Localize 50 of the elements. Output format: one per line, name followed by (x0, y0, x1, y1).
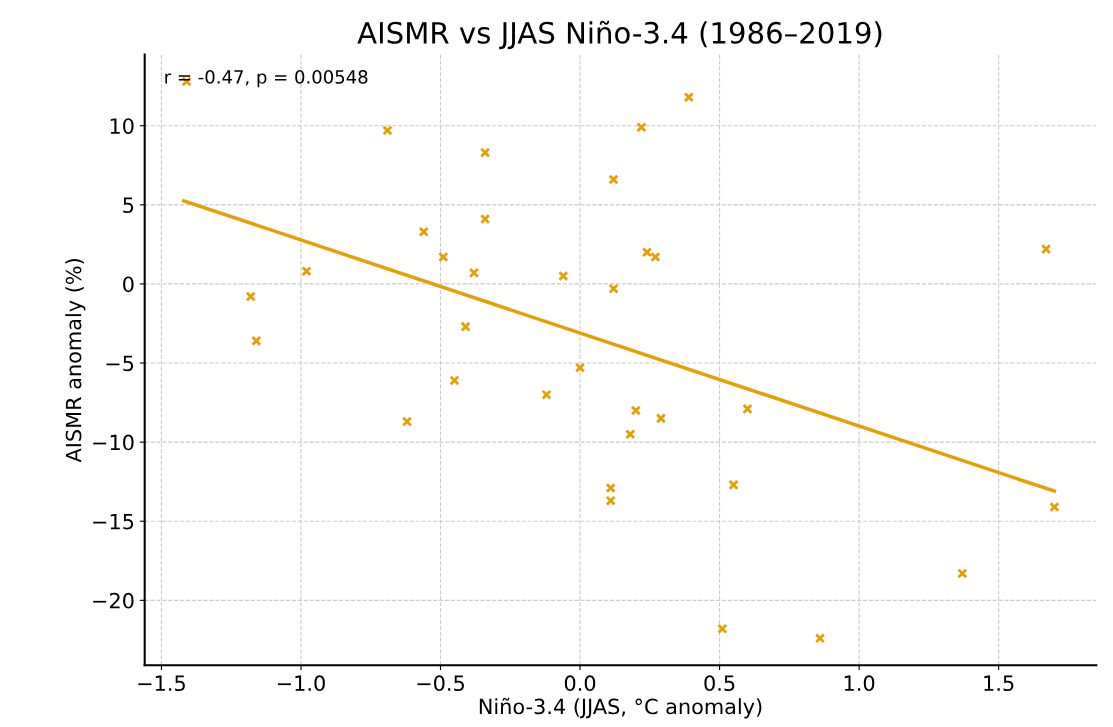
point (605, 495, 616, 506)
point (1049, 501, 1060, 513)
x-tick-label: 0.5 (704, 675, 735, 692)
point (438, 251, 449, 263)
point (717, 623, 728, 635)
point (401, 416, 413, 427)
x-tick-label: 1.0 (844, 675, 875, 692)
x-axis-title: Niño-3.4 (JJAS, °C anomaly) (479, 697, 762, 719)
x-tick-label: 0.0 (564, 675, 596, 692)
point (541, 389, 552, 400)
point (1040, 243, 1052, 255)
point (605, 482, 616, 494)
y-tick-label: −20 (93, 592, 134, 609)
point (957, 568, 968, 579)
point (630, 405, 642, 416)
point (558, 270, 569, 282)
y-tick-label: −10 (93, 434, 134, 451)
point (479, 147, 491, 158)
point (728, 479, 739, 491)
point (655, 413, 667, 424)
point (468, 267, 480, 279)
point (608, 283, 619, 294)
y-tick-label: 10 (110, 118, 134, 134)
y-tick-label: 5 (123, 197, 134, 214)
point (814, 633, 826, 644)
point (650, 251, 661, 263)
point (382, 125, 393, 136)
point (301, 266, 312, 277)
point (742, 403, 753, 415)
point (418, 226, 429, 237)
point (460, 321, 471, 332)
point (479, 213, 491, 225)
point (636, 122, 647, 133)
y-tick-label: −5 (106, 355, 134, 372)
point (245, 291, 256, 302)
point (449, 375, 460, 386)
y-tick-label: 0 (123, 276, 134, 293)
x-tick-label: −1.0 (277, 675, 325, 692)
x-tick-label: −0.5 (417, 675, 464, 692)
point (641, 247, 653, 258)
point (608, 174, 619, 185)
point (251, 335, 262, 347)
point (625, 429, 636, 440)
y-tick-label: −15 (93, 513, 134, 530)
chart-title: AISMR vs JJAS Niño-3.4 (1986–2019) (357, 20, 882, 50)
x-tick-label: 1.5 (984, 675, 1014, 692)
point (683, 92, 695, 103)
x-tick-label: −1.5 (138, 675, 185, 692)
point (574, 362, 586, 373)
y-axis-title: AISMR anomaly (%) (65, 259, 86, 463)
